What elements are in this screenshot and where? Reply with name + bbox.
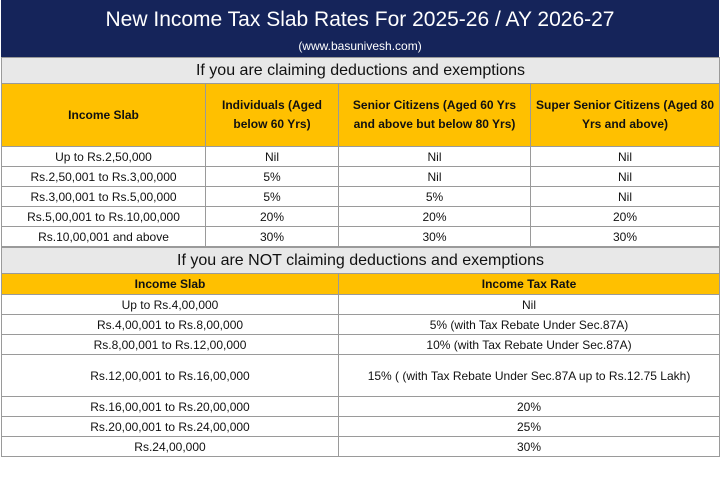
column-header: Individuals (Aged below 60 Yrs) [205,83,339,147]
column-header: Senior Citizens (Aged 60 Yrs and above b… [338,83,531,147]
table-cell: Rs.16,00,001 to Rs.20,00,000 [1,396,339,417]
table-cell: 5% [205,166,339,187]
table-without-deductions: If you are NOT claiming deductions and e… [0,247,720,457]
table-row: Rs.12,00,001 to Rs.16,00,000 15% ( (with … [1,354,720,397]
table-cell: 20% [205,206,339,227]
table-cell: 20% [338,206,531,227]
table-row: Rs.3,00,001 to Rs.5,00,000 5% 5% Nil [1,186,720,207]
title: New Income Tax Slab Rates For 2025-26 / … [105,8,615,31]
table-row: Rs.5,00,001 to Rs.10,00,000 20% 20% 20% [1,206,720,227]
column-header: Income Slab [1,273,339,295]
table-cell: 10% (with Tax Rebate Under Sec.87A) [337,334,720,355]
table-cell: 5% (with Tax Rebate Under Sec.87A) [337,314,720,335]
section-heading: If you are claiming deductions and exemp… [0,57,720,84]
table-cell: Rs.10,00,001 and above [1,226,206,247]
table-cell: Nil [529,186,720,207]
table-row: Rs.20,00,001 to Rs.24,00,000 25% [1,416,720,437]
subtitle: (www.basunivesh.com) [298,39,422,53]
column-header: Income Slab [1,83,206,147]
table-cell: Nil [529,146,720,167]
table-cell: 30% [338,226,531,247]
table-cell: Rs.5,00,001 to Rs.10,00,000 [1,206,206,227]
tax-slab-document: New Income Tax Slab Rates For 2025-26 / … [0,0,720,457]
table-cell: 5% [205,186,339,207]
column-header-row: Income Slab Income Tax Rate [1,273,720,295]
table-cell: Up to Rs.4,00,000 [1,294,339,315]
table-cell: Rs.12,00,001 to Rs.16,00,000 [1,354,339,397]
table-cell: 5% [338,186,531,207]
table-cell: Rs.24,00,000 [1,436,339,457]
table-row: Rs.8,00,001 to Rs.12,00,000 10% (with Tax… [1,334,720,355]
table-cell: Nil [529,166,720,187]
table-row: Rs.16,00,001 to Rs.20,00,000 20% [1,396,720,417]
table-row: Rs.2,50,001 to Rs.3,00,000 5% Nil Nil [1,166,720,187]
section-heading-row: If you are claiming deductions and exemp… [0,57,720,84]
table-with-deductions: If you are claiming deductions and exemp… [0,57,720,247]
table-cell: Up to Rs.2,50,000 [1,146,206,167]
table-cell: Nil [205,146,339,167]
table-cell: Rs.8,00,001 to Rs.12,00,000 [1,334,339,355]
table-cell: 20% [337,396,720,417]
column-header: Income Tax Rate [337,273,720,295]
table-cell: Rs.4,00,001 to Rs.8,00,000 [1,314,339,335]
column-header-row: Income Slab Individuals (Aged below 60 Yr… [1,83,720,147]
table-cell: 30% [337,436,720,457]
table-row: Up to Rs.4,00,000 Nil [1,294,720,315]
table-cell: 25% [337,416,720,437]
table-cell: Rs.20,00,001 to Rs.24,00,000 [1,416,339,437]
table-cell: 30% [205,226,339,247]
column-header: Super Senior Citizens (Aged 80 Yrs and a… [529,83,720,147]
table-cell: Rs.3,00,001 to Rs.5,00,000 [1,186,206,207]
section-heading-row: If you are NOT claiming deductions and e… [0,247,720,274]
table-row: Rs.24,00,000 30% [1,436,720,457]
table-cell: 15% ( (with Tax Rebate Under Sec.87A up … [337,354,720,397]
table-cell: Nil [338,146,531,167]
table-row: Rs.10,00,001 and above 30% 30% 30% [1,226,720,247]
table-cell: Nil [337,294,720,315]
header: New Income Tax Slab Rates For 2025-26 / … [1,0,719,57]
table-cell: Nil [338,166,531,187]
section-heading: If you are NOT claiming deductions and e… [0,247,720,274]
table-cell: Rs.2,50,001 to Rs.3,00,000 [1,166,206,187]
table-row: Up to Rs.2,50,000 Nil Nil Nil [1,146,720,167]
table-cell: 20% [529,206,720,227]
table-row: Rs.4,00,001 to Rs.8,00,000 5% (with Tax R… [1,314,720,335]
table-cell: 30% [529,226,720,247]
